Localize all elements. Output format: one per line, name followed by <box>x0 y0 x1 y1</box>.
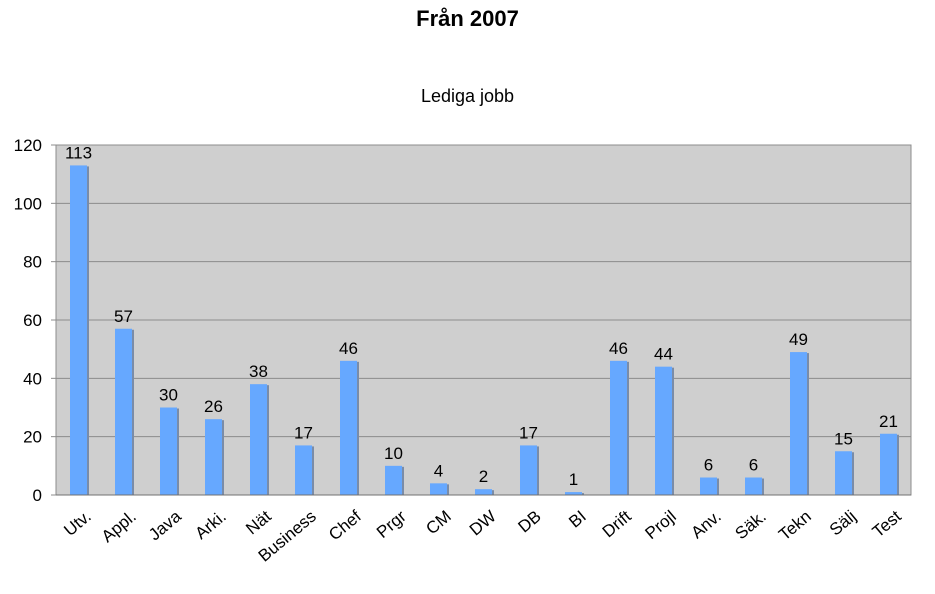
data-label: 10 <box>384 444 403 463</box>
x-tick-label: BI <box>565 507 590 532</box>
data-label: 57 <box>114 307 133 326</box>
y-tick-label: 20 <box>23 428 42 447</box>
y-tick-label: 80 <box>23 253 42 272</box>
data-label: 49 <box>789 330 808 349</box>
chart-subtitle: Lediga jobb <box>420 86 515 106</box>
x-tick-label: Appl. <box>98 507 140 546</box>
y-tick-label: 40 <box>23 369 42 388</box>
bar <box>340 360 357 495</box>
data-label: 15 <box>834 429 853 448</box>
data-label: 1 <box>569 470 578 489</box>
data-label: 6 <box>704 456 713 475</box>
bar <box>115 328 132 495</box>
bar <box>385 465 402 495</box>
bar <box>160 407 177 495</box>
bar <box>520 445 537 495</box>
data-label: 21 <box>879 412 898 431</box>
data-label: 44 <box>654 345 673 364</box>
y-tick-label: 0 <box>33 486 42 505</box>
x-tick-label: Anv. <box>687 507 724 543</box>
y-tick-label: 100 <box>14 194 42 213</box>
bars <box>56 165 911 496</box>
x-tick-label: CM <box>422 507 454 539</box>
bar <box>565 492 582 495</box>
chart-title: Från 2007 <box>416 6 519 31</box>
x-tick-label: Projl <box>642 507 680 543</box>
data-label: 4 <box>434 461 443 480</box>
bar <box>430 483 447 495</box>
data-label: 26 <box>204 397 223 416</box>
x-tick-label: Tekn <box>775 507 815 545</box>
bar <box>655 366 672 495</box>
bar <box>610 360 627 495</box>
data-label: 17 <box>294 423 313 442</box>
data-label: 6 <box>749 456 758 475</box>
x-tick-label: Test <box>869 507 905 542</box>
data-label: 113 <box>65 143 92 162</box>
bar <box>700 477 717 495</box>
bar <box>835 451 852 495</box>
bar <box>745 477 762 495</box>
bar <box>295 445 312 495</box>
data-label: 46 <box>609 339 628 358</box>
x-tick-label: Nät <box>242 507 275 539</box>
data-label: 46 <box>339 339 358 358</box>
bar <box>250 384 267 495</box>
x-tick-label: Sälj <box>826 507 860 540</box>
x-tick-label: Arki. <box>192 507 230 543</box>
x-tick-label: Utv. <box>60 507 94 540</box>
y-tick-label: 120 <box>14 136 42 155</box>
y-tick-label: 60 <box>23 311 42 330</box>
bar <box>205 419 222 495</box>
bar <box>880 433 897 495</box>
x-tick-label: Prgr <box>373 506 410 541</box>
x-tick-label: DW <box>466 507 500 540</box>
x-tick-label: Java <box>145 506 185 544</box>
x-tick-label: Säk. <box>732 507 770 543</box>
x-tick-label: DB <box>514 507 544 537</box>
data-labels: 113 57 30 26 38 17 46 10 4 2 17 1 46 44 6 6 49 15 21 <box>65 143 898 489</box>
bar <box>790 352 807 495</box>
data-label: 38 <box>249 362 268 381</box>
bar <box>70 165 87 495</box>
grid-lines <box>56 202 911 438</box>
data-label: 30 <box>159 386 178 405</box>
data-label: 17 <box>519 423 538 442</box>
bar <box>475 489 492 495</box>
x-tick-label: Drift <box>599 507 635 542</box>
x-tick-label: Chef <box>325 507 365 545</box>
y-axis-ticks: 0 20 40 60 80 100 120 <box>14 136 56 505</box>
data-label: 2 <box>479 467 488 486</box>
